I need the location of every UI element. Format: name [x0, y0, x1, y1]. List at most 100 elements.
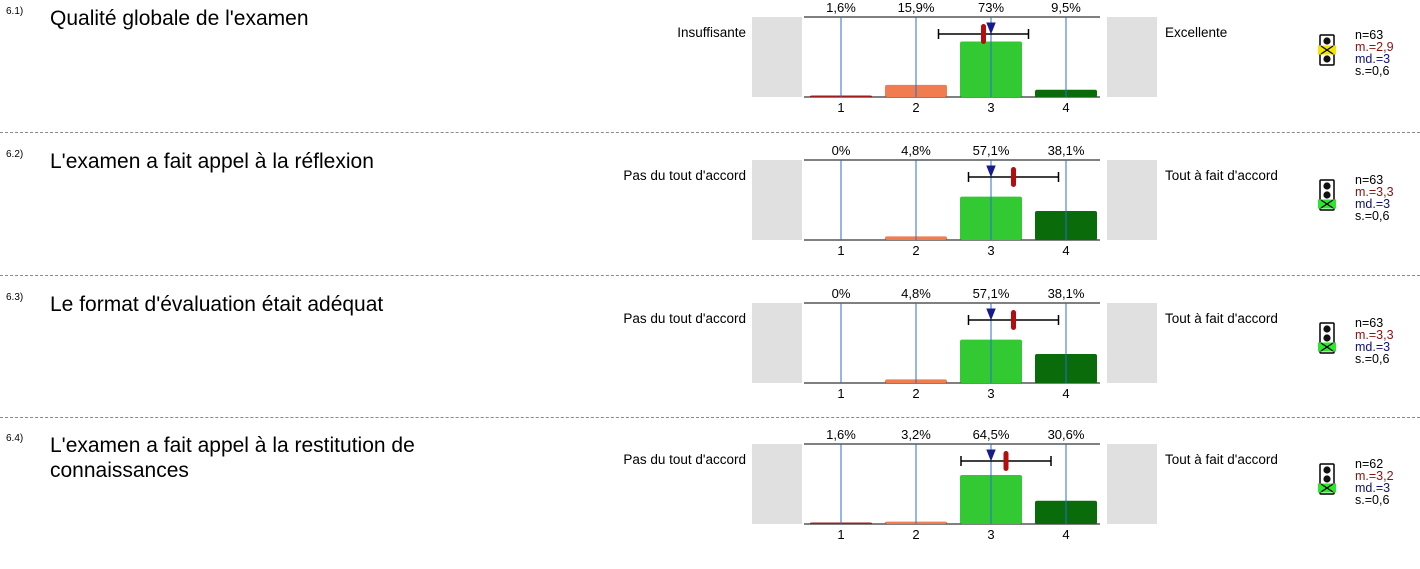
traffic-light-icon	[1318, 322, 1336, 354]
stat-mean: m.=3,2	[1355, 469, 1394, 483]
tick-label-3: 3	[987, 100, 994, 115]
histogram-chart: 1,6% 3,2% 64,5% 30,6% 1 2 3 4	[752, 427, 1100, 542]
tick-label-1: 1	[837, 100, 844, 115]
tick-label-2: 2	[912, 386, 919, 401]
percent-label-1: 0%	[832, 286, 851, 301]
section-divider	[0, 417, 1420, 418]
stat-n: n=63	[1355, 173, 1384, 187]
statistics: n=62 m.=3,2 md.=3 s.=0,6	[1355, 457, 1394, 507]
tick-label-2: 2	[912, 527, 919, 542]
traffic-light-lamp	[1323, 466, 1331, 474]
traffic-light-lamp	[1323, 334, 1331, 342]
left-side-box	[752, 160, 802, 240]
percent-label-1: 0%	[832, 143, 851, 158]
traffic-light-cross	[1320, 199, 1334, 209]
traffic-light-lamp	[1323, 191, 1331, 199]
traffic-light-lamp	[1323, 37, 1331, 45]
median-marker	[986, 308, 996, 321]
traffic-light-icon	[1318, 34, 1336, 66]
stat-median: md.=3	[1355, 481, 1391, 495]
question-number: 6.4)	[6, 433, 24, 444]
stat-sd: s.=0,6	[1355, 352, 1390, 366]
scale-left-label: Pas du tout d'accord	[623, 168, 746, 183]
traffic-light-lamp	[1323, 55, 1331, 63]
left-side-box	[752, 444, 802, 524]
percent-label-3: 64,5%	[973, 427, 1010, 442]
tick-label-2: 2	[912, 100, 919, 115]
tick-label-1: 1	[837, 527, 844, 542]
mean-marker	[981, 24, 986, 44]
stat-n: n=63	[1355, 316, 1384, 330]
percent-label-1: 1,6%	[826, 427, 856, 442]
stat-median: md.=3	[1355, 197, 1391, 211]
right-side-box	[1107, 160, 1157, 240]
percent-label-2: 15,9%	[898, 0, 935, 15]
traffic-light-icon	[1318, 463, 1336, 495]
mean-marker	[1003, 451, 1009, 471]
section-divider	[0, 132, 1420, 133]
question-block-3: 6.3) Le format d'évaluation était adéquat…	[0, 286, 1420, 428]
stat-sd: s.=0,6	[1355, 493, 1390, 507]
percent-label-4: 30,6%	[1048, 427, 1085, 442]
percent-label-4: 38,1%	[1048, 143, 1085, 158]
right-side-box	[1107, 303, 1157, 383]
statistics: n=63 m.=3,3 md.=3 s.=0,6	[1355, 173, 1394, 223]
tick-label-3: 3	[987, 386, 994, 401]
stat-mean: m.=3,3	[1355, 328, 1394, 342]
percent-label-3: 57,1%	[973, 286, 1010, 301]
percent-label-4: 38,1%	[1048, 286, 1085, 301]
tick-label-3: 3	[987, 243, 994, 258]
stat-mean: m.=2,9	[1355, 40, 1394, 54]
tick-label-1: 1	[837, 386, 844, 401]
question-number: 6.2)	[6, 149, 24, 160]
traffic-light-cross	[1320, 483, 1334, 493]
section-divider	[0, 275, 1420, 276]
stat-sd: s.=0,6	[1355, 64, 1390, 78]
question-block-1: 6.1) Qualité globale de l'examen Insuffisa…	[0, 0, 1420, 142]
percent-label-4: 9,5%	[1051, 0, 1081, 15]
percent-label-2: 4,8%	[901, 286, 931, 301]
scale-left-label: Pas du tout d'accord	[623, 311, 746, 326]
question-text: L'examen a fait appel à la restitution d…	[50, 434, 415, 482]
histogram-chart: 1,6% 15,9% 73% 9,5% 1 2 3 4	[752, 0, 1100, 115]
stat-mean: m.=3,3	[1355, 185, 1394, 199]
histogram-chart: 0% 4,8% 57,1% 38,1% 1 2 3 4	[752, 143, 1100, 258]
stat-n: n=62	[1355, 457, 1384, 471]
question-number: 6.1)	[6, 6, 24, 17]
traffic-light-lamp	[1323, 182, 1331, 190]
tick-label-4: 4	[1062, 100, 1069, 115]
median-marker	[986, 165, 996, 178]
right-side-box	[1107, 444, 1157, 524]
scale-right-label: Excellente	[1165, 25, 1228, 40]
tick-label-4: 4	[1062, 386, 1069, 401]
traffic-light-lamp	[1323, 475, 1331, 483]
question-number: 6.3)	[6, 292, 24, 303]
question-text: Qualité globale de l'examen	[50, 7, 309, 30]
tick-label-1: 1	[837, 243, 844, 258]
traffic-light-icon	[1318, 179, 1336, 211]
median-marker	[986, 449, 996, 462]
scale-right-label: Tout à fait d'accord	[1165, 168, 1278, 183]
scale-right-label: Tout à fait d'accord	[1165, 452, 1278, 467]
histogram-chart: 0% 4,8% 57,1% 38,1% 1 2 3 4	[752, 286, 1100, 401]
percent-label-2: 3,2%	[901, 427, 931, 442]
traffic-light-cross	[1320, 45, 1334, 55]
stat-median: md.=3	[1355, 52, 1391, 66]
percent-label-3: 73%	[978, 0, 1004, 15]
traffic-light-cross	[1320, 342, 1334, 352]
mean-marker	[1011, 167, 1016, 187]
question-text: L'examen a fait appel à la réflexion	[50, 150, 374, 173]
tick-label-2: 2	[912, 243, 919, 258]
stat-sd: s.=0,6	[1355, 209, 1390, 223]
tick-label-4: 4	[1062, 527, 1069, 542]
tick-label-3: 3	[987, 527, 994, 542]
question-text: Le format d'évaluation était adéquat	[50, 293, 384, 316]
percent-label-1: 1,6%	[826, 0, 856, 15]
stat-median: md.=3	[1355, 340, 1391, 354]
left-side-box	[752, 303, 802, 383]
right-side-box	[1107, 17, 1157, 97]
question-block-4: 6.4) L'examen a fait appel à la restituti…	[0, 427, 1420, 569]
left-side-box	[752, 17, 802, 97]
scale-left-label: Insuffisante	[677, 25, 746, 40]
median-marker	[986, 22, 996, 35]
